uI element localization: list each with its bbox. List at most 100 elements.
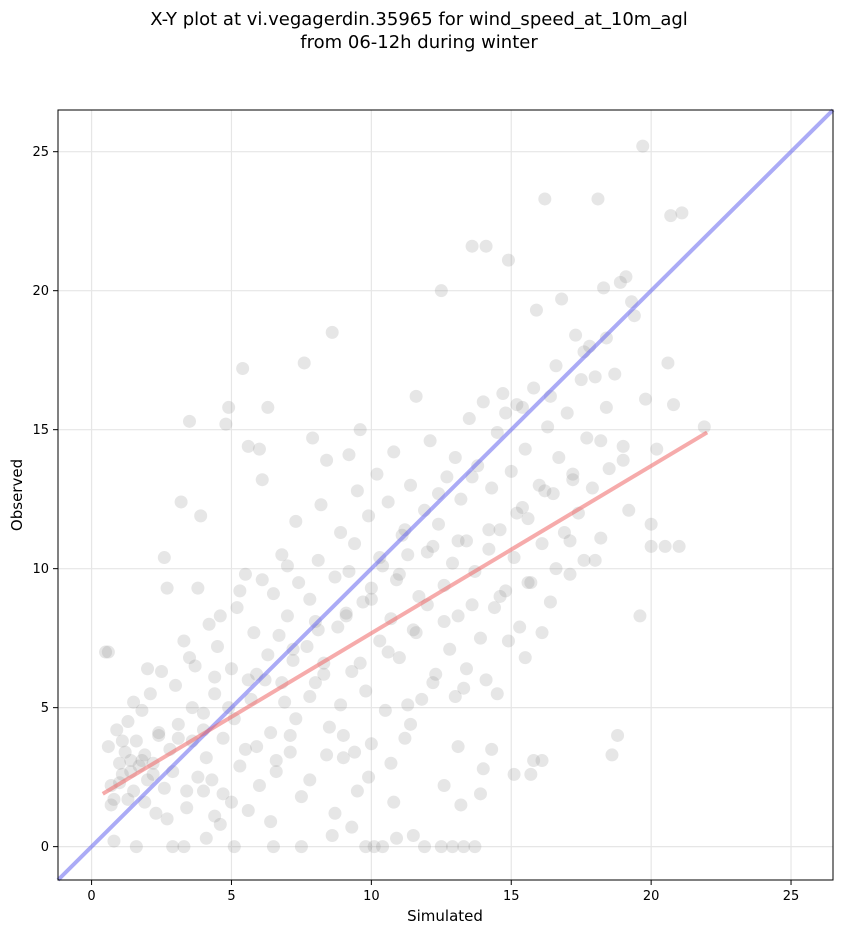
data-point bbox=[328, 570, 342, 584]
data-point bbox=[415, 692, 429, 706]
data-point bbox=[378, 703, 392, 717]
data-point bbox=[482, 542, 496, 556]
data-point bbox=[328, 806, 342, 820]
data-point bbox=[532, 478, 546, 492]
data-point bbox=[434, 840, 448, 854]
data-point bbox=[339, 609, 353, 623]
data-point bbox=[353, 656, 367, 670]
data-point bbox=[594, 434, 608, 448]
data-point bbox=[188, 659, 202, 673]
data-point bbox=[336, 728, 350, 742]
data-point bbox=[278, 695, 292, 709]
data-point bbox=[667, 398, 681, 412]
data-point bbox=[473, 631, 487, 645]
data-point bbox=[272, 628, 286, 642]
data-point bbox=[535, 626, 549, 640]
data-point bbox=[238, 742, 252, 756]
data-point bbox=[191, 770, 205, 784]
data-point bbox=[412, 589, 426, 603]
x-tick-label: 10 bbox=[363, 889, 380, 904]
data-point bbox=[266, 840, 280, 854]
data-point bbox=[247, 626, 261, 640]
data-point bbox=[549, 562, 563, 576]
data-point bbox=[127, 695, 141, 709]
plot-area-frame bbox=[57, 109, 834, 881]
data-point bbox=[622, 503, 636, 517]
data-point bbox=[219, 417, 233, 431]
data-point bbox=[224, 795, 238, 809]
data-point bbox=[115, 767, 129, 781]
data-point bbox=[549, 359, 563, 373]
data-point bbox=[224, 662, 238, 676]
data-point bbox=[392, 567, 406, 581]
data-point bbox=[496, 387, 510, 401]
data-point bbox=[364, 581, 378, 595]
data-point bbox=[233, 759, 247, 773]
data-point bbox=[404, 717, 418, 731]
data-point bbox=[342, 448, 356, 462]
data-point bbox=[406, 623, 420, 637]
data-point bbox=[292, 576, 306, 590]
data-point bbox=[515, 501, 529, 515]
data-point bbox=[250, 740, 264, 754]
data-point bbox=[306, 431, 320, 445]
data-point bbox=[320, 453, 334, 467]
data-point bbox=[535, 753, 549, 767]
data-point bbox=[473, 787, 487, 801]
data-point bbox=[381, 645, 395, 659]
data-point bbox=[152, 728, 166, 742]
data-point bbox=[241, 439, 255, 453]
data-point bbox=[236, 362, 250, 376]
data-point bbox=[336, 751, 350, 765]
data-point bbox=[633, 609, 647, 623]
data-point bbox=[602, 462, 616, 476]
data-point bbox=[314, 498, 328, 512]
y-tick-label: 25 bbox=[32, 145, 49, 160]
data-point bbox=[182, 651, 196, 665]
data-point bbox=[457, 681, 471, 695]
data-point bbox=[356, 595, 370, 609]
data-point bbox=[569, 328, 583, 342]
data-point bbox=[199, 831, 213, 845]
data-point bbox=[110, 723, 124, 737]
data-point bbox=[289, 514, 303, 528]
data-point bbox=[155, 665, 169, 679]
data-point bbox=[538, 484, 552, 498]
data-point bbox=[252, 442, 266, 456]
data-point bbox=[611, 728, 625, 742]
data-point bbox=[334, 526, 348, 540]
data-point bbox=[362, 509, 376, 523]
data-point bbox=[373, 634, 387, 648]
data-point bbox=[482, 523, 496, 537]
data-point bbox=[487, 601, 501, 615]
data-point bbox=[317, 667, 331, 681]
data-point bbox=[322, 720, 336, 734]
data-point bbox=[401, 548, 415, 562]
data-point bbox=[387, 795, 401, 809]
data-point bbox=[437, 614, 451, 628]
data-point bbox=[143, 687, 157, 701]
data-point bbox=[121, 792, 135, 806]
data-point bbox=[639, 392, 653, 406]
y-axis-ticks: 0 5 10 15 20 25 bbox=[32, 145, 58, 855]
data-point bbox=[152, 726, 166, 740]
data-point bbox=[196, 706, 210, 720]
data-point bbox=[141, 662, 155, 676]
data-point bbox=[196, 784, 210, 798]
data-point bbox=[454, 798, 468, 812]
data-point bbox=[107, 792, 121, 806]
data-point bbox=[359, 840, 373, 854]
data-point bbox=[261, 400, 275, 414]
data-point bbox=[434, 284, 448, 298]
data-point bbox=[588, 370, 602, 384]
data-point bbox=[283, 745, 297, 759]
data-point bbox=[230, 601, 244, 615]
data-point bbox=[177, 634, 191, 648]
data-point bbox=[266, 587, 280, 601]
data-point bbox=[608, 367, 622, 381]
data-point bbox=[118, 745, 132, 759]
data-point bbox=[255, 573, 269, 587]
data-point bbox=[101, 645, 115, 659]
data-point bbox=[501, 253, 515, 267]
data-point bbox=[429, 667, 443, 681]
